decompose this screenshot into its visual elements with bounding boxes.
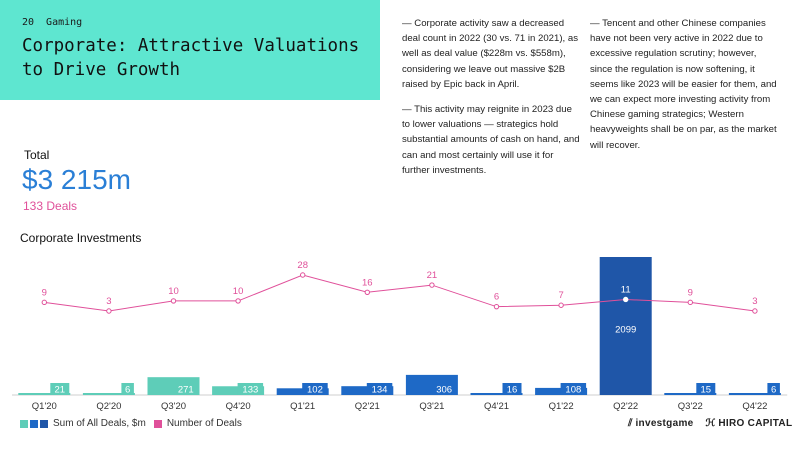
bar-label-box [237,383,264,395]
logos: ⫽ investgame ℋ HIRO CAPITAL [628,418,792,429]
bar-value-label: 6 [771,385,776,396]
bar [728,393,781,395]
bar-value-label: 102 [307,385,323,396]
investgame-icon: ⫽ [628,418,633,429]
line-value-label: 7 [558,290,563,301]
bar [599,257,652,395]
x-tick-label: Q3'22 [678,401,703,412]
bar-value-label: 6 [125,385,130,396]
total-deals: 133 Deals [23,199,78,213]
line-value-label: 21 [427,270,438,281]
line-series [44,274,755,312]
line-point [558,302,564,308]
page-title: Corporate: Attractive Valuations to Driv… [22,36,360,80]
total-value: $3 215m [22,164,131,195]
chart-title: Corporate Investments [20,231,142,245]
bar-value-label: 271 [178,385,194,396]
bar [470,393,523,395]
bar [82,393,135,395]
line-point [752,308,758,314]
line-value-label: 10 [233,286,244,297]
x-tick-label: Q2'21 [355,401,380,412]
chart-legend: Sum of All Deals, $m Number of Deals [20,418,250,429]
page-number: 20 [22,17,35,28]
bar-label-box [121,383,134,395]
line-point [687,299,693,306]
bar-label-box [767,383,780,395]
note-paragraph: — Tencent and other Chinese companies ha… [590,18,777,151]
note-paragraph: — This activity may reignite in 2023 due… [402,104,580,176]
bar-value-label: 108 [565,385,581,396]
line-value-label: 3 [106,296,111,307]
x-tick-label: Q3'20 [161,401,186,412]
x-tick-label: Q4'21 [484,401,509,412]
bar-value-label: 21 [55,385,66,396]
x-tick-label: Q1'20 [32,401,57,412]
bar-value-label: 306 [436,385,452,396]
line-value-label: 10 [168,286,179,297]
investgame-logo: investgame [635,418,694,429]
x-tick-label: Q1'21 [290,401,315,412]
bar-label-box [366,383,393,395]
note-paragraph: — Corporate activity saw a decreased dea… [402,18,579,90]
bar-label-box [560,383,587,395]
legend-line-label: Number of Deals [166,418,242,429]
line-value-label: 9 [688,287,693,298]
line-value-label: 6 [494,292,499,303]
bar-value-label: 16 [507,385,518,396]
legend-swatch-2020 [20,419,28,428]
bar-label-box [50,383,70,395]
line-point [300,272,306,278]
x-tick-label: Q2'22 [613,401,638,412]
header-block [0,0,380,100]
line-point [623,296,629,303]
line-value-label: 3 [752,296,757,307]
line-point [170,298,177,304]
line-value-label: 28 [297,260,308,271]
line-value-label: 9 [42,287,47,298]
x-tick-label: Q1'22 [549,401,574,412]
line-point [493,303,500,310]
bar-label-box [431,383,457,395]
section-label: Gaming [46,17,83,28]
line-point [235,298,241,304]
bar-value-label: 15 [701,385,712,396]
bar-value-label: 2099 [615,324,636,335]
corporate-investments-chart: 21 Q1'20 6 Q2'20 271 Q3'20 133 Q4'20 102 Q1'21 134… [12,257,788,412]
legend-swatch-2021 [30,419,38,428]
line-point [429,282,435,288]
legend-swatch-2022 [40,419,48,428]
bar-value-label: 133 [242,385,258,396]
notes-column-2: — Tencent and other Chinese companies ha… [590,16,780,163]
legend-bars-label: Sum of All Deals, $m [53,418,146,429]
line-value-label: 11 [621,284,631,295]
x-tick-label: Q4'20 [226,401,251,412]
legend-swatch-line [153,419,162,428]
line-point [41,299,47,306]
bar [18,393,71,395]
hiro-capital-icon: ℋ [705,418,716,429]
line-point [106,308,112,314]
x-tick-label: Q3'21 [419,401,444,412]
bar-label-box [302,383,328,395]
bar-value-label: 134 [372,385,388,396]
total-label: Total [24,148,50,162]
bar-label-box [502,383,522,395]
x-tick-label: Q4'22 [742,401,767,412]
bar-label-box [696,383,716,395]
line-value-label: 16 [362,277,373,288]
notes-column-1: — Corporate activity saw a decreased dea… [402,16,582,188]
line-point [364,289,370,295]
bar [664,393,717,395]
bar-label-box [173,383,199,395]
page-meta: 20 Gaming [22,17,94,28]
x-tick-label: Q2'20 [96,401,121,412]
hiro-capital-logo: HIRO CAPITAL [718,418,793,429]
